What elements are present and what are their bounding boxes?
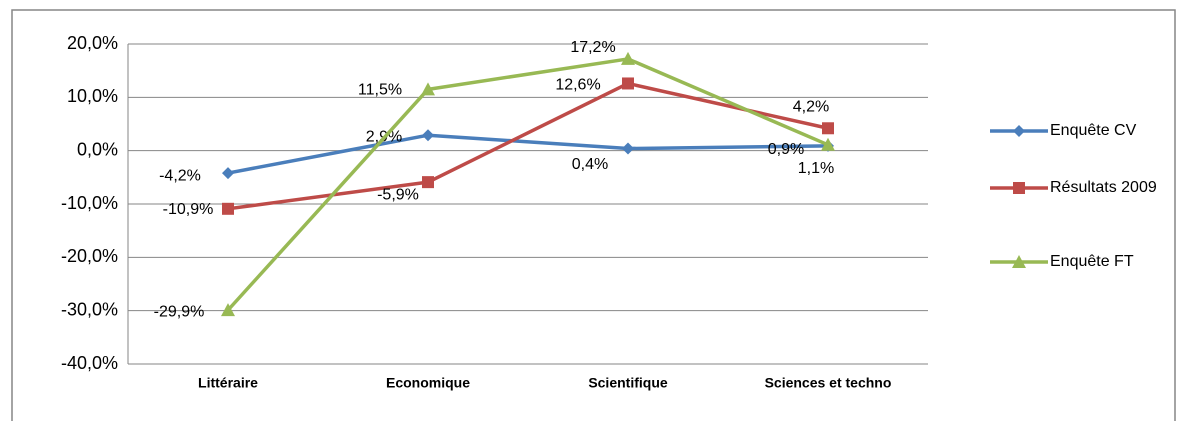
data-label: 1,1% — [798, 160, 834, 177]
series-line — [227, 81, 829, 211]
series-line — [226, 57, 829, 312]
marker — [421, 82, 435, 96]
marker — [622, 77, 634, 90]
marker — [422, 129, 434, 142]
marker — [222, 202, 234, 215]
y-tick-label: 10,0% — [67, 86, 118, 106]
data-label: -29,9% — [154, 303, 205, 320]
y-tick-label: -40,0% — [61, 353, 118, 373]
marker — [822, 122, 834, 135]
marker — [1013, 125, 1025, 137]
x-tick-label: Scientifique — [588, 375, 668, 391]
y-tick-label: -10,0% — [61, 193, 118, 213]
data-label: 11,5% — [358, 82, 402, 99]
marker — [622, 142, 634, 155]
marker — [1013, 182, 1025, 194]
data-label: -10,9% — [163, 201, 214, 218]
marker — [1012, 255, 1026, 268]
marker — [422, 176, 434, 189]
chart-border — [11, 9, 1176, 421]
series-line — [227, 133, 829, 175]
marker — [621, 51, 635, 65]
y-tick-label: 20,0% — [67, 33, 118, 53]
y-tick-label: -20,0% — [61, 246, 118, 266]
legend-label: Enquête FT — [1050, 253, 1134, 270]
marker — [222, 167, 234, 180]
y-tick-label: 0,0% — [77, 139, 118, 159]
marker — [221, 303, 235, 317]
x-tick-label: Sciences et techno — [765, 375, 892, 391]
legend-label: Résultats 2009 — [1050, 179, 1157, 196]
data-label: 0,9% — [768, 141, 804, 158]
legend-label: Enquête CV — [1050, 122, 1137, 139]
y-tick-label: -30,0% — [61, 299, 118, 319]
data-label: 0,4% — [572, 156, 608, 173]
data-label: 12,6% — [555, 77, 600, 94]
data-label: 4,2% — [793, 98, 829, 115]
data-label: 17,2% — [570, 39, 615, 56]
data-label: -4,2% — [159, 167, 201, 184]
marker — [821, 137, 835, 151]
x-tick-label: Economique — [386, 375, 470, 391]
x-tick-label: Littéraire — [198, 375, 258, 391]
data-label: -5,9% — [377, 186, 419, 203]
